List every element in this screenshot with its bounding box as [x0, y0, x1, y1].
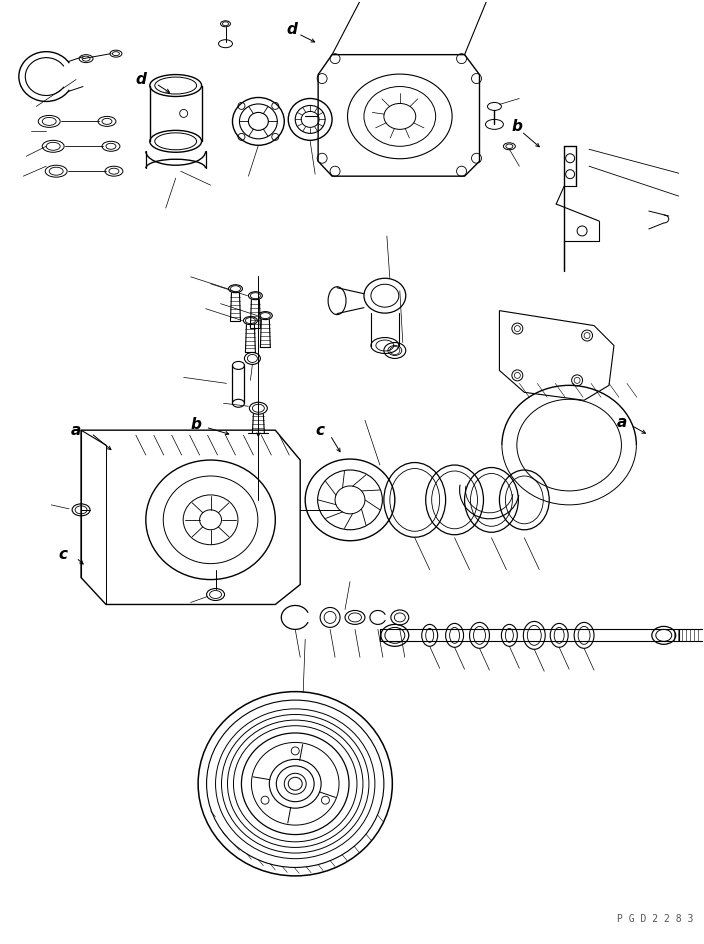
- Text: c: c: [315, 423, 325, 438]
- Ellipse shape: [288, 777, 302, 790]
- Ellipse shape: [200, 510, 222, 530]
- Text: c: c: [58, 548, 68, 563]
- Text: a: a: [617, 414, 627, 430]
- Text: a: a: [71, 423, 81, 438]
- Text: d: d: [287, 23, 298, 37]
- Text: d: d: [135, 72, 146, 87]
- Text: P G D 2 2 8 3: P G D 2 2 8 3: [617, 914, 693, 924]
- Text: b: b: [512, 119, 523, 134]
- Text: b: b: [190, 416, 201, 431]
